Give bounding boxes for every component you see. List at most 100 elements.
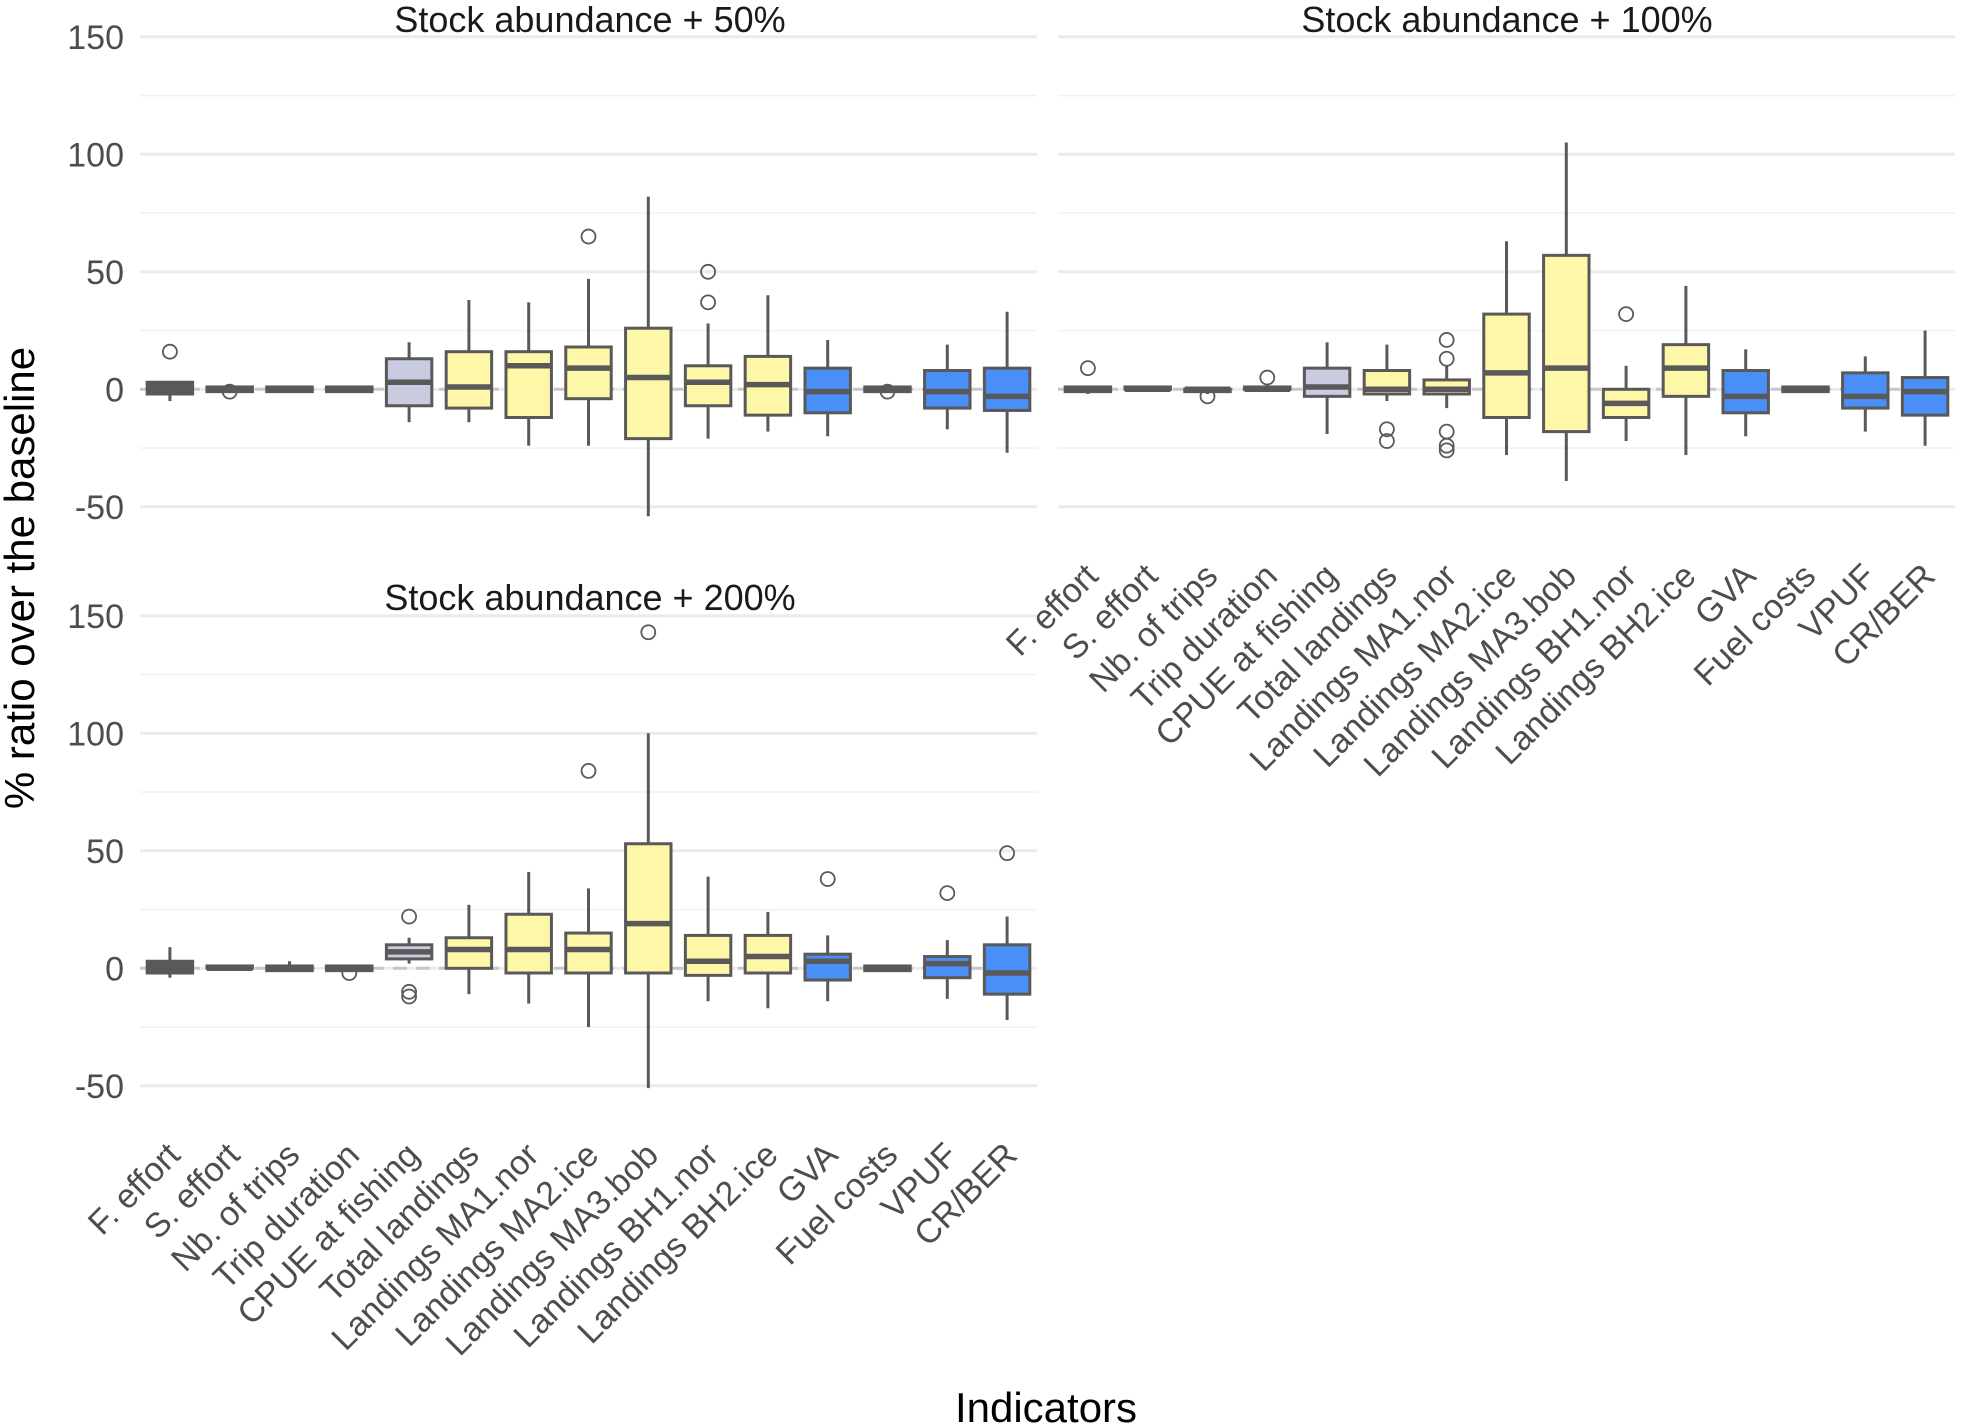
box-total-landings: [444, 300, 494, 423]
box-iqr: [504, 350, 553, 420]
box-fuel-costs: [1781, 385, 1830, 394]
box-f-effort: [1063, 360, 1113, 394]
outlier-point: [1438, 332, 1455, 348]
y-axis-title: % ratio over the baseline: [0, 347, 43, 809]
box-landings-bh1-nor: [1601, 306, 1651, 441]
box-nb-of-trips: [265, 961, 314, 973]
outlier-point: [1438, 437, 1455, 454]
box-trip-duration: [325, 385, 374, 394]
box-cr-ber: [1900, 330, 1950, 446]
y-tick-label: 150: [67, 19, 124, 57]
box-nb-of-trips: [1183, 386, 1232, 405]
outlier-point: [401, 908, 418, 925]
box-gva: [803, 871, 852, 1002]
box-gva: [1721, 349, 1770, 437]
box-landings-bh2-ice: [743, 295, 793, 432]
box-f-effort: [145, 947, 195, 978]
box-s-effort: [205, 383, 254, 400]
y-tick-label: 100: [67, 136, 124, 174]
box-s-effort: [1123, 385, 1172, 393]
box-cpue-at-fishing: [384, 908, 434, 1005]
y-tick-label: 0: [105, 950, 124, 988]
y-tick-label: 50: [86, 254, 124, 292]
box-f-effort: [145, 343, 195, 402]
box-iqr: [683, 933, 733, 977]
panel-title: Stock abundance + 100%: [1301, 0, 1712, 40]
box-iqr: [923, 955, 972, 980]
box-cr-ber: [982, 311, 1032, 453]
box-iqr: [564, 345, 613, 401]
outlier-point: [1080, 360, 1096, 377]
box-iqr: [1482, 312, 1531, 420]
outlier-point: [221, 383, 238, 400]
outlier-point: [1379, 421, 1395, 438]
outlier-point: [580, 228, 597, 245]
outlier-point: [341, 965, 358, 981]
box-total-landings: [444, 904, 494, 995]
box-landings-ma2-ice: [1482, 241, 1531, 456]
outlier-point: [640, 624, 657, 641]
y-tick-label: -50: [75, 1068, 124, 1106]
box-landings-bh1-nor: [683, 876, 733, 1002]
box-fuel-costs: [863, 964, 912, 973]
box-landings-bh2-ice: [743, 911, 793, 1009]
box-vpuf: [1841, 356, 1890, 432]
box-iqr: [444, 350, 494, 410]
outlier-point: [1438, 350, 1455, 367]
box-cpue-at-fishing: [1302, 342, 1352, 434]
box-landings-ma1-nor: [504, 302, 553, 446]
outlier-point: [819, 871, 836, 887]
box-iqr: [504, 912, 553, 975]
panel-title: Stock abundance + 200%: [384, 577, 795, 618]
outlier-point: [1618, 306, 1634, 323]
box-landings-ma3-bob: [1542, 142, 1591, 481]
outlier-point: [700, 263, 716, 280]
box-cpue-at-fishing: [384, 342, 434, 423]
box-iqr: [624, 842, 673, 975]
box-vpuf: [923, 344, 972, 430]
outlier-point: [401, 988, 418, 1005]
box-landings-bh1-nor: [683, 263, 733, 439]
outlier-point: [1438, 423, 1455, 440]
box-vpuf: [923, 885, 972, 999]
panel-title: Stock abundance + 50%: [394, 0, 785, 40]
box-iqr: [982, 366, 1032, 412]
y-tick-label: 0: [105, 371, 124, 409]
x-axis-title: Indicators: [955, 1384, 1137, 1428]
outlier-point: [401, 983, 418, 1000]
box-total-landings: [1362, 344, 1412, 449]
box-landings-bh2-ice: [1661, 285, 1711, 456]
outlier-point: [999, 845, 1015, 862]
box-iqr: [1841, 371, 1890, 410]
box-iqr: [1302, 366, 1352, 398]
y-tick-label: -50: [75, 489, 124, 527]
box-fuel-costs: [863, 383, 912, 400]
box-landings-ma2-ice: [564, 763, 613, 1028]
outlier-point: [939, 885, 956, 901]
box-trip-duration: [325, 964, 374, 981]
box-landings-ma1-nor: [504, 871, 553, 1004]
outlier-point: [700, 294, 716, 311]
box-iqr: [683, 364, 733, 408]
y-tick-label: 100: [67, 715, 124, 753]
box-landings-ma2-ice: [564, 228, 613, 446]
box-iqr: [803, 952, 852, 982]
panel-1: Stock abundance + 50% -50 0 50 100 150: [67, 0, 1037, 527]
box-gva: [803, 339, 852, 437]
outlier-point: [879, 383, 896, 400]
outlier-point: [1259, 369, 1276, 386]
y-tick-label: 150: [67, 598, 124, 636]
box-iqr: [444, 936, 494, 970]
outlier-point: [1379, 433, 1395, 449]
box-iqr: [564, 931, 613, 975]
outlier-point: [1438, 442, 1455, 459]
box-cr-ber: [982, 845, 1032, 1020]
box-iqr: [1542, 253, 1591, 434]
box-iqr: [1900, 376, 1950, 417]
box-trip-duration: [1243, 369, 1292, 393]
box-iqr: [982, 943, 1032, 996]
box-s-effort: [205, 964, 254, 972]
outlier-point: [580, 763, 597, 779]
box-landings-ma3-bob: [624, 624, 673, 1089]
